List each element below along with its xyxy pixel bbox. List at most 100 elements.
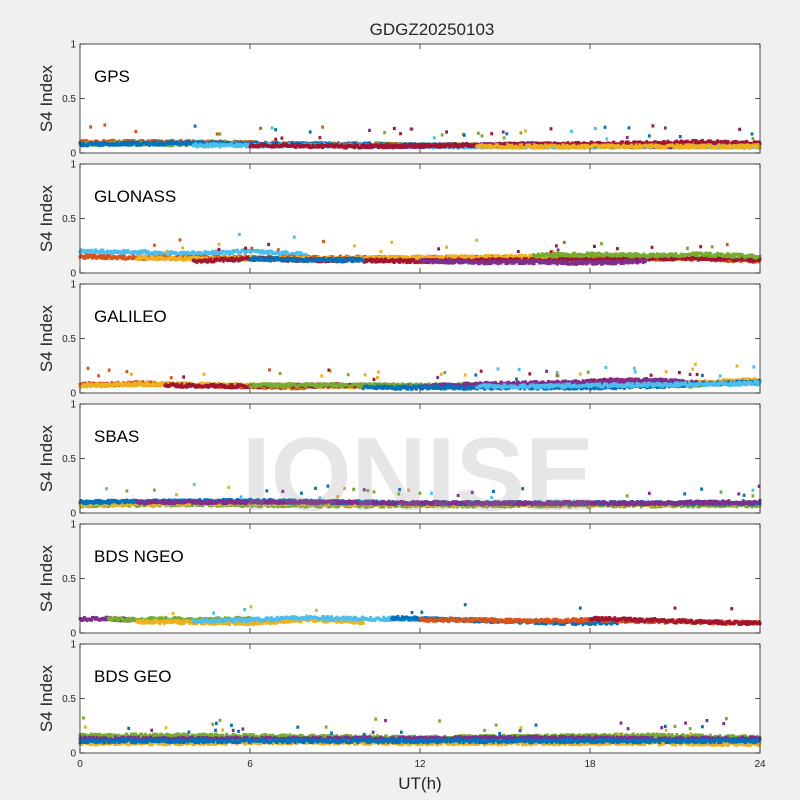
data-point xyxy=(288,142,292,146)
data-point xyxy=(246,143,250,147)
data-point xyxy=(651,124,655,128)
data-point xyxy=(480,134,484,138)
data-point xyxy=(244,142,247,146)
data-point xyxy=(368,128,371,132)
data-point xyxy=(134,130,138,134)
data-point xyxy=(292,235,296,239)
data-point xyxy=(214,144,217,148)
data-point xyxy=(181,246,185,250)
data-point xyxy=(115,140,119,144)
data-point xyxy=(603,125,607,129)
data-point xyxy=(218,145,222,149)
data-point xyxy=(308,130,312,134)
data-point xyxy=(221,140,224,144)
data-point xyxy=(179,138,183,143)
data-point xyxy=(168,141,172,146)
data-point xyxy=(193,124,197,128)
data-point xyxy=(238,232,241,237)
data-point xyxy=(186,143,190,147)
data-point xyxy=(490,132,494,136)
data-point xyxy=(209,143,213,147)
data-point xyxy=(157,140,161,144)
data-point xyxy=(519,131,523,135)
data-point xyxy=(245,145,248,149)
data-point xyxy=(464,146,468,150)
data-point xyxy=(751,137,755,141)
data-point xyxy=(152,139,155,143)
data-point xyxy=(171,143,175,147)
data-point xyxy=(501,130,505,134)
data-point xyxy=(141,139,145,143)
data-point xyxy=(165,249,169,253)
data-point xyxy=(238,143,242,147)
data-point xyxy=(750,132,754,136)
data-point xyxy=(725,242,729,247)
data-point xyxy=(270,126,274,130)
data-point xyxy=(605,137,609,141)
data-point xyxy=(153,143,156,147)
data-point xyxy=(274,128,278,132)
data-point xyxy=(210,145,214,149)
data-point xyxy=(81,139,85,143)
data-point xyxy=(445,130,448,134)
figure-title: GDGZ20250103 xyxy=(370,20,495,39)
data-point xyxy=(122,143,125,147)
y-tick-label: 0 xyxy=(70,149,76,160)
data-point xyxy=(562,240,566,244)
data-point xyxy=(176,143,179,147)
data-point xyxy=(147,141,151,145)
data-point xyxy=(274,137,278,141)
data-point xyxy=(505,132,509,136)
data-point xyxy=(82,141,85,145)
y-tick-label: 1 xyxy=(70,40,76,51)
data-point xyxy=(89,125,92,129)
data-point xyxy=(153,140,157,144)
y-tick-label: 0.5 xyxy=(62,94,76,105)
data-point xyxy=(169,140,173,144)
data-point xyxy=(191,140,195,144)
data-point xyxy=(738,127,741,131)
data-point xyxy=(90,141,93,145)
data-point xyxy=(647,143,651,147)
data-point xyxy=(226,140,230,144)
data-point xyxy=(383,131,386,135)
data-point xyxy=(151,141,154,145)
data-point xyxy=(101,143,105,147)
panel-label: GPS xyxy=(94,67,130,86)
data-point xyxy=(97,141,100,145)
data-point xyxy=(127,143,131,147)
data-point xyxy=(321,125,324,129)
data-point xyxy=(83,141,87,145)
data-point xyxy=(134,140,138,144)
data-point xyxy=(212,142,216,146)
data-point xyxy=(318,136,322,140)
data-point xyxy=(228,141,231,145)
data-point xyxy=(193,143,197,147)
data-point xyxy=(678,135,682,139)
data-point xyxy=(136,142,139,146)
data-point xyxy=(502,136,506,140)
data-point xyxy=(663,126,667,130)
data-point xyxy=(178,238,182,242)
data-point xyxy=(217,242,221,246)
data-point xyxy=(316,141,320,145)
data-point xyxy=(280,136,284,140)
data-point xyxy=(392,126,396,131)
data-point xyxy=(95,143,99,147)
data-point xyxy=(432,136,436,140)
data-point xyxy=(215,132,219,136)
data-point xyxy=(188,140,192,144)
data-point xyxy=(148,143,152,147)
data-point xyxy=(477,131,480,135)
data-point xyxy=(625,135,629,140)
data-point xyxy=(137,140,140,144)
data-point xyxy=(570,129,573,133)
data-point xyxy=(126,140,130,144)
data-point xyxy=(211,140,215,144)
data-point xyxy=(123,141,127,145)
data-point xyxy=(440,133,444,137)
data-point xyxy=(622,143,625,147)
